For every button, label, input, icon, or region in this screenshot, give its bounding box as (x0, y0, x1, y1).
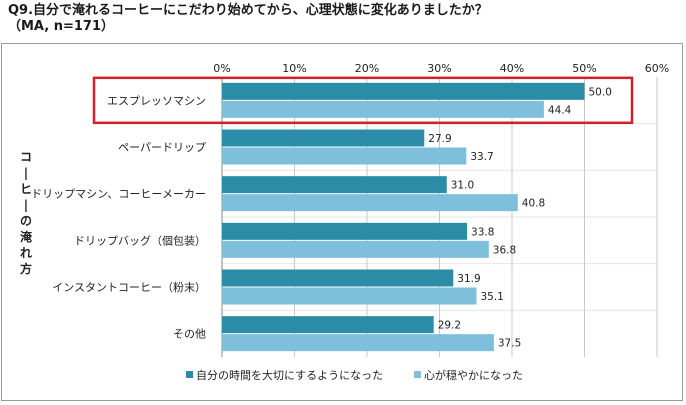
bar (222, 334, 494, 352)
bar (222, 100, 544, 118)
bar (222, 129, 425, 147)
data-label: 50.0 (589, 86, 612, 98)
bar (222, 147, 467, 165)
bar (222, 240, 489, 258)
category-label: その他 (173, 328, 206, 341)
data-label: 33.7 (470, 151, 493, 163)
legend-label: 自分の時間を大切にするようになった (196, 368, 383, 382)
category-label: ドリップマシン、コーヒーメーカー (31, 188, 206, 201)
legend-swatch (414, 371, 421, 378)
bar (222, 82, 585, 100)
data-label: 37.5 (498, 338, 521, 350)
chart-title: Q9.自分で淹れるコーヒーにこだわり始めてから、心理状態に変化ありましたか？ （… (8, 3, 488, 35)
data-label: 29.2 (438, 320, 461, 332)
subtitle-text: （MA, n=171） (8, 19, 114, 34)
bar (222, 194, 518, 212)
data-label: 35.1 (480, 291, 503, 303)
x-tick-label: 50% (572, 62, 596, 75)
category-label: エスプレッソマシン (107, 94, 206, 107)
legend-swatch (186, 371, 193, 378)
data-label: 33.8 (471, 226, 494, 238)
x-tick-label: 30% (427, 62, 451, 75)
chart-frame (1, 43, 683, 401)
title-text: Q9.自分で淹れるコーヒーにこだわり始めてから、心理状態に変化ありましたか？ (8, 3, 488, 18)
bar (222, 269, 454, 287)
x-tick-label: 40% (500, 62, 524, 75)
category-label: インスタントコーヒー（粉末） (52, 280, 206, 294)
bar (222, 316, 434, 334)
bar (222, 287, 477, 305)
bar (222, 176, 447, 194)
data-label: 44.4 (548, 104, 572, 116)
category-label: ペーパードリップ (118, 141, 206, 154)
data-label: 31.0 (451, 180, 474, 192)
x-tick-label: 0% (213, 62, 230, 75)
y-axis-title: コ|ヒ|の淹れ方 (20, 150, 33, 276)
data-label: 36.8 (493, 244, 516, 256)
data-label: 27.9 (428, 133, 451, 145)
category-label: ドリップバッグ（個包装） (74, 233, 206, 247)
data-label: 40.8 (522, 198, 545, 210)
x-tick-label: 10% (282, 62, 306, 75)
x-tick-label: 20% (355, 62, 379, 75)
x-tick-label: 60% (645, 62, 669, 75)
legend-label: 心が穏やかになった (424, 368, 523, 382)
data-label: 31.9 (457, 273, 480, 285)
highlight-box (92, 76, 634, 125)
bar (222, 222, 468, 240)
